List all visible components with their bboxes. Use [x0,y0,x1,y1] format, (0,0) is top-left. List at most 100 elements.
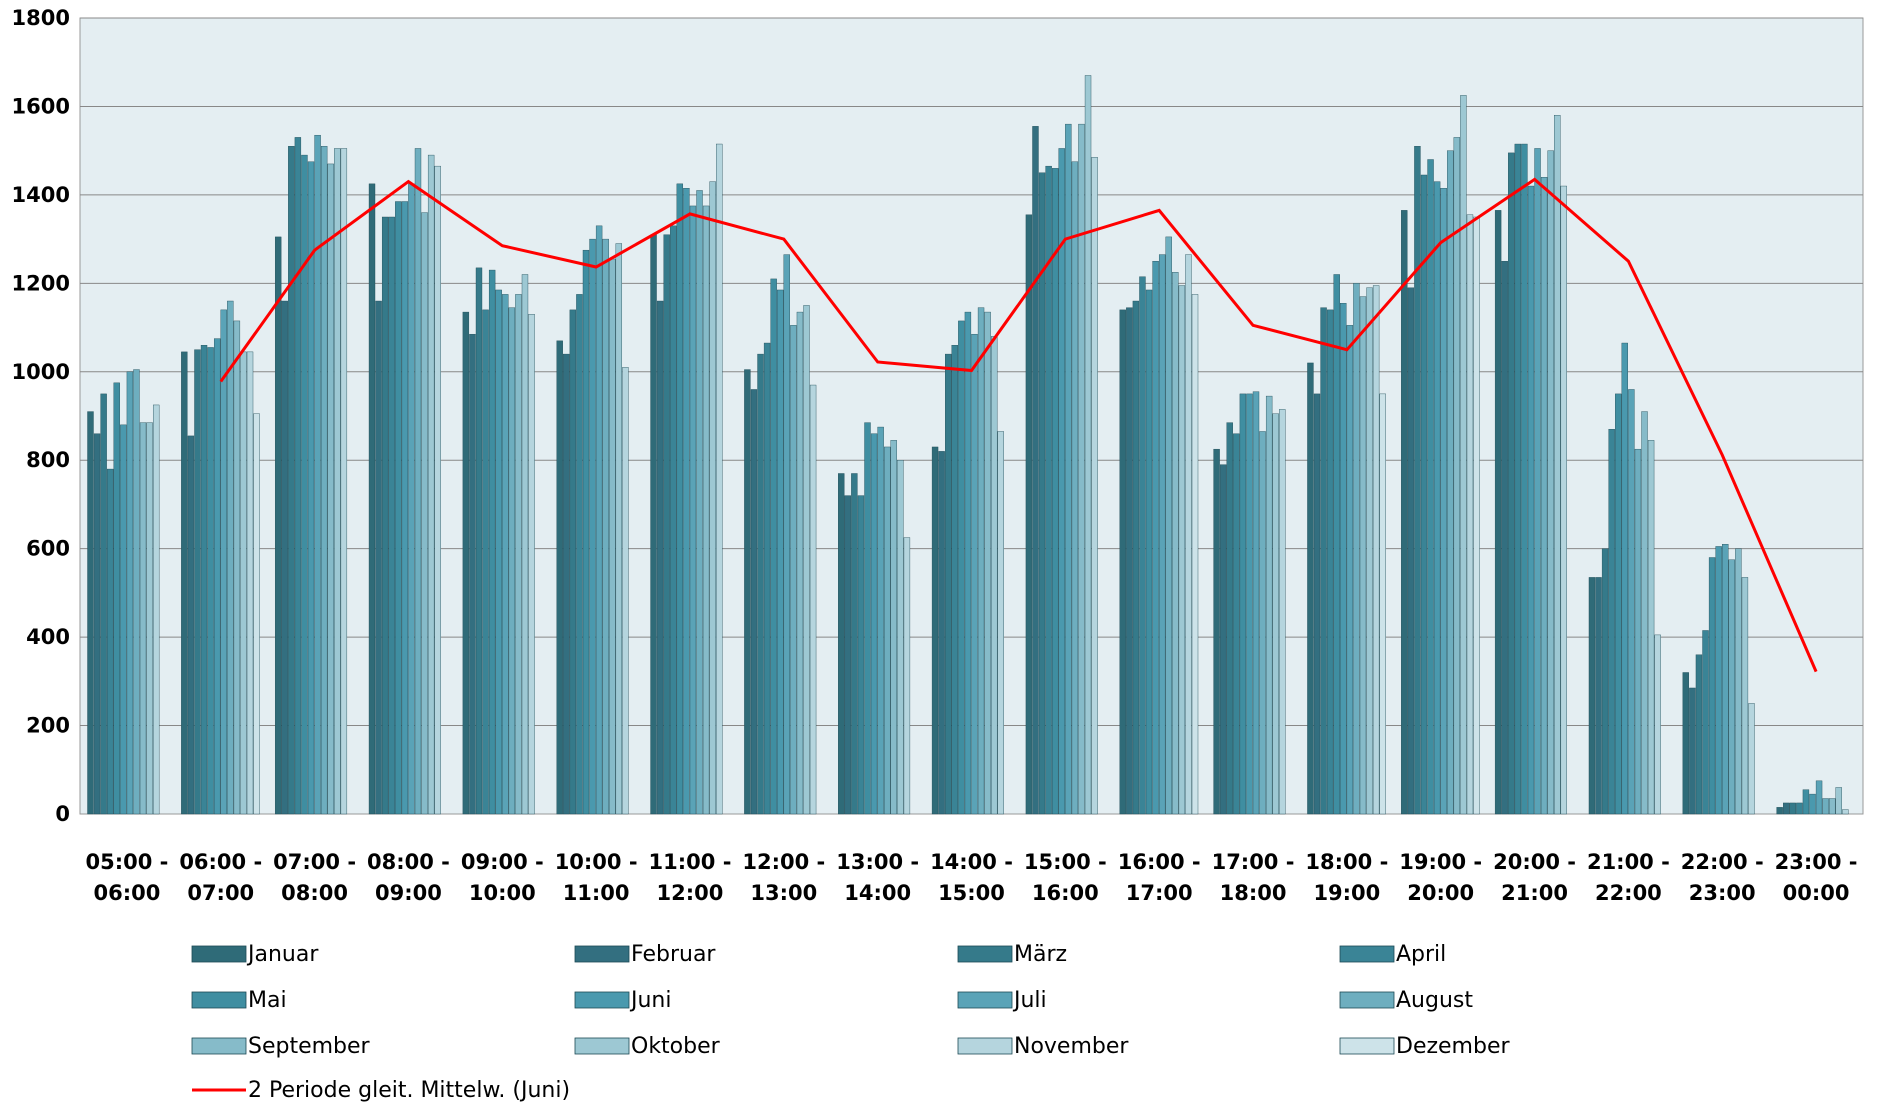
legend-label: Oktober [631,1034,721,1059]
bar [1534,148,1541,815]
bar [1689,687,1696,815]
bar [401,201,409,815]
bar [1809,793,1816,815]
legend-swatch [191,945,247,963]
bar [696,190,703,815]
bar [381,216,389,815]
y-tick-label: 1800 [12,6,70,30]
x-tick-label: 21:00 - [1587,850,1670,874]
legend-swatch [574,1037,630,1055]
bar [1320,307,1327,815]
bar [1078,123,1085,815]
bar [877,426,884,815]
bar [1172,272,1179,815]
bar [1466,214,1474,815]
x-axis-tick-labels: 05:00 - 06:00 06:00 - 07:00 07:00 - 08:00 08:0… [85,850,1857,905]
legend-swatch [957,945,1013,963]
y-tick-label: 1200 [12,271,70,295]
bar [857,495,865,815]
bar [716,143,723,815]
bar [702,205,710,815]
bar [314,134,321,815]
bar [1647,440,1655,815]
bar [475,267,483,815]
bar [227,300,234,815]
bar [1741,577,1749,815]
bar [281,300,288,815]
bar [931,446,939,815]
bar [884,446,891,815]
bar [288,146,295,815]
x-tick-label: 07:00 - [273,850,356,874]
legend-label: November [1014,1034,1129,1059]
bar [689,205,697,815]
bar [495,289,502,815]
bar [622,367,629,815]
bar [809,384,817,815]
bar [152,404,160,815]
x-tick-label: 22:00 - [1681,850,1764,874]
bar [1219,464,1227,815]
bar [294,137,302,815]
x-tick-label: 08:00 [281,881,348,905]
bar [1608,429,1615,815]
bars [87,75,1849,815]
bar [126,371,134,815]
bar [462,311,470,815]
legend-label: Juni [629,988,672,1013]
bar [187,435,195,815]
bar [368,183,376,815]
bar [1152,261,1159,815]
x-tick-label: 23:00 [1689,881,1756,905]
bar [113,382,120,815]
bar [1025,214,1033,815]
bar [502,294,509,815]
legend-swatch [574,945,630,963]
bar [1460,95,1467,815]
trend-line-group [219,177,1818,673]
x-tick-label: 19:00 [1313,881,1380,905]
bar [469,333,476,815]
bar [563,353,570,815]
bar [1453,137,1461,815]
bar [1126,307,1133,815]
bar [1473,216,1480,815]
bar [1401,210,1408,815]
bar [1615,393,1622,815]
bar [838,473,845,815]
bar [663,234,670,815]
y-tick-label: 1400 [12,183,70,207]
bar [1527,185,1535,815]
x-tick-label: 15:00 - [1024,850,1107,874]
legend-label: September [248,1034,371,1059]
legend-label: Mai [248,988,287,1013]
bar [1307,362,1314,815]
x-tick-label: 06:00 [93,881,160,905]
x-tick-label: 21:00 [1501,881,1568,905]
bar [796,311,804,815]
legend-label: März [1014,942,1067,967]
bar [1815,780,1823,815]
bar [977,307,985,815]
bar [1065,123,1072,815]
bar [1185,254,1192,815]
bar [1595,577,1602,815]
bar [1071,161,1079,815]
bar [334,148,341,815]
bar [1119,309,1126,815]
bar [676,183,684,815]
bar [1715,546,1722,815]
bar [375,300,382,815]
bar [1547,150,1554,815]
bar [327,163,334,815]
bar [421,212,428,815]
bar [890,440,897,815]
bar [1621,342,1628,815]
legend-swatch [574,991,630,1009]
bar [609,258,616,815]
bar [1501,261,1508,815]
bar [1722,544,1729,815]
bar [139,422,147,815]
bar [220,309,227,815]
